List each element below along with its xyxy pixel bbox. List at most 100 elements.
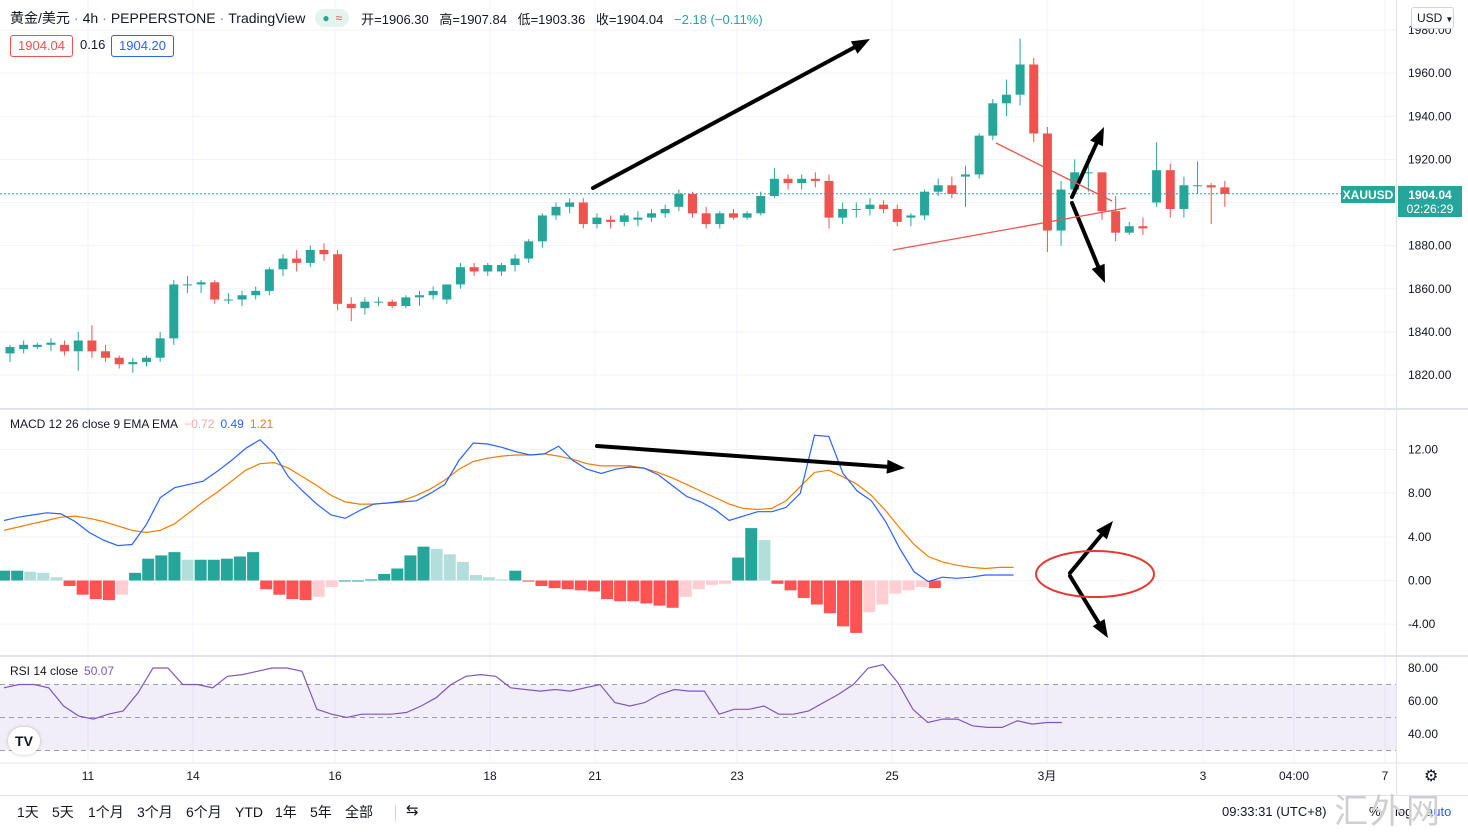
time-axis[interactable]: 11 14 16 18 21 23 25 3月 3 04:00 7 — [82, 769, 1389, 783]
candle-body — [196, 282, 206, 285]
pane-separators[interactable] — [0, 0, 1468, 795]
macd-hist-bar — [220, 558, 233, 581]
time-tick-label: 11 — [82, 769, 95, 783]
macd-hist-bar — [915, 580, 928, 588]
gear-icon[interactable]: ⚙ — [1424, 768, 1439, 785]
macd-signal-value: 1.21 — [249, 417, 274, 431]
candle-body — [101, 351, 111, 358]
macd-legend[interactable]: MACD 12 26 close 9 EMA EMA −0.72 0.49 1.21 — [10, 417, 273, 431]
arrow-macd-divergence-head — [886, 459, 905, 474]
arrow-breakout-down — [1070, 201, 1101, 269]
rsi-line-group[interactable] — [3, 664, 1062, 729]
price-tick-label: 1860.00 — [1408, 282, 1452, 296]
macd-hist-bar — [469, 575, 482, 581]
percent-toggle[interactable]: % — [1369, 804, 1381, 819]
macd-hist-bar — [37, 572, 50, 581]
platform-label: TradingView — [228, 10, 306, 26]
time-tick-label: 3月 — [1038, 769, 1057, 783]
candle-body — [619, 215, 629, 222]
market-status-icon[interactable]: ● ≈ — [315, 9, 350, 27]
macd-hist-bar — [63, 580, 76, 586]
macd-hist-bar — [850, 580, 863, 633]
candle-body — [961, 174, 970, 177]
symbol-name[interactable]: 黄金/美元 — [10, 10, 70, 26]
tradingview-logo[interactable]: TV — [8, 727, 40, 755]
candle-body — [879, 204, 889, 209]
price-axis[interactable]: 1820.001840.001860.001880.001900.001920.… — [1408, 23, 1452, 741]
macd-hist-bar — [548, 580, 561, 589]
macd-hist-bar — [299, 580, 312, 601]
candle-body — [524, 241, 534, 259]
arrow-rally-head — [850, 39, 870, 54]
macd-hist-bar — [456, 561, 469, 581]
candle-body — [496, 265, 506, 272]
calendar-goto-icon[interactable]: ⇆ — [406, 802, 419, 819]
macd-title: MACD 12 26 close 9 EMA EMA — [10, 417, 179, 431]
rsi-legend[interactable]: RSI 14 close 50.07 — [10, 664, 114, 678]
candle-body — [783, 178, 793, 184]
price-tick-label: 1880.00 — [1408, 239, 1452, 253]
interval-label[interactable]: 4h — [82, 10, 99, 26]
clock-timezone[interactable]: 09:33:31 (UTC+8) — [1222, 804, 1327, 819]
range-5y[interactable]: 5年 — [310, 804, 332, 820]
price-tick-label: 1820.00 — [1408, 368, 1452, 382]
candle-body — [742, 213, 752, 218]
macd-hist-bar — [233, 556, 246, 581]
macd-hist-bar — [810, 580, 823, 605]
macd-hist-bar — [784, 580, 797, 591]
macd-hist-bar — [902, 580, 915, 591]
range-ytd[interactable]: YTD — [235, 804, 263, 820]
candle-body — [838, 208, 848, 218]
time-tick-label: 23 — [730, 769, 744, 783]
range-6m[interactable]: 6个月 — [186, 804, 222, 820]
macd-hist-bar — [142, 558, 155, 581]
macd-hist-bar — [692, 580, 705, 590]
currency-dropdown[interactable]: USD ▼ — [1411, 7, 1454, 29]
candle-body — [32, 344, 42, 347]
macd-hist-bar — [574, 580, 587, 591]
candle-body — [360, 301, 370, 309]
candle-body — [5, 346, 15, 354]
range-1d[interactable]: 1天 — [17, 804, 39, 820]
buy-price-button[interactable]: 1904.20 — [111, 35, 174, 57]
candlestick-series[interactable] — [0, 38, 1396, 373]
macd-lines[interactable] — [3, 434, 1014, 583]
macd-tick-label: 4.00 — [1408, 530, 1432, 544]
candle-body — [469, 267, 479, 272]
candle-body — [128, 362, 138, 365]
range-1y[interactable]: 1年 — [275, 804, 297, 820]
macd-hist-bar — [273, 580, 286, 595]
candle-body — [292, 258, 302, 263]
macd-hist-bar — [102, 580, 115, 601]
macd-hist-bar — [260, 580, 273, 590]
candle-body — [46, 342, 56, 345]
range-all[interactable]: 全部 — [345, 804, 373, 820]
candle-body — [455, 267, 465, 285]
sell-price-button[interactable]: 1904.04 — [10, 35, 73, 57]
range-3m[interactable]: 3个月 — [137, 804, 173, 820]
candle-body — [920, 191, 930, 216]
candle-body — [974, 135, 984, 175]
macd-hist-bar — [247, 552, 260, 581]
range-5d[interactable]: 5天 — [52, 804, 74, 820]
macd-hist-bar — [732, 557, 745, 581]
macd-hist-value: −0.72 — [184, 417, 215, 431]
user-drawings[interactable] — [591, 39, 1155, 638]
currency-label: USD — [1417, 11, 1443, 25]
time-tick-label: 3 — [1200, 769, 1207, 783]
macd-histogram[interactable] — [0, 528, 941, 633]
candle-body — [19, 344, 29, 350]
log-toggle[interactable]: log — [1395, 804, 1413, 819]
candle-body — [264, 269, 274, 291]
candle-body — [1111, 211, 1121, 233]
candle-body — [537, 215, 547, 242]
candle-body — [73, 340, 83, 352]
auto-toggle[interactable]: auto — [1426, 804, 1452, 819]
time-tick-label: 16 — [328, 769, 342, 783]
range-1m[interactable]: 1个月 — [88, 804, 124, 820]
macd-hist-bar — [417, 546, 430, 581]
arrow-breakout-down-head — [1091, 263, 1105, 283]
ohlc-open: 开=1906.30 — [361, 11, 429, 27]
candle-body — [278, 258, 288, 270]
